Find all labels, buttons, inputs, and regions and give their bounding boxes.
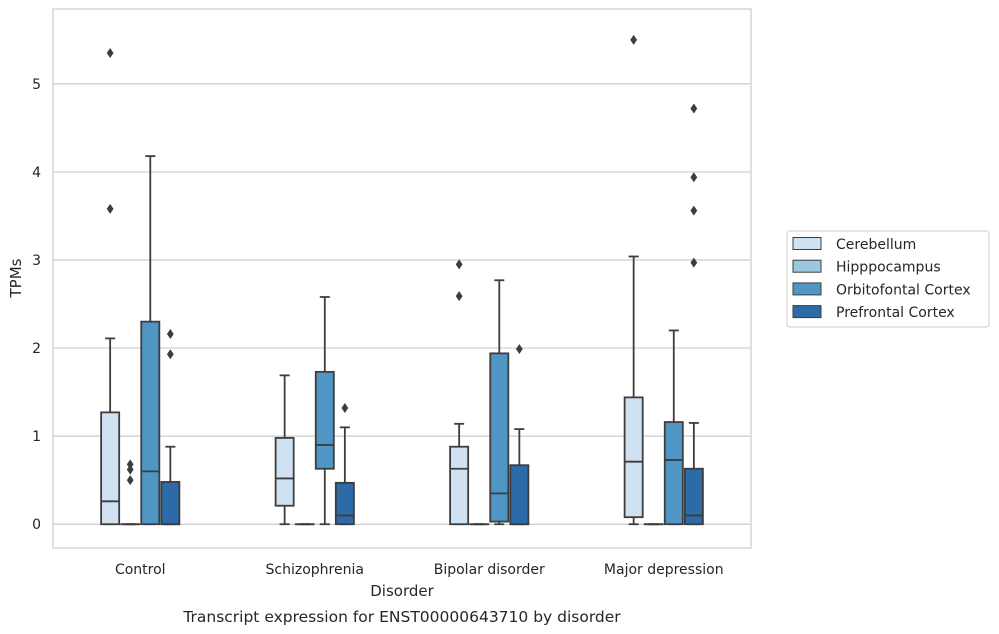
box-bipolar-disorder-orbitofontal-cortex — [489, 279, 510, 526]
x-tick-label-bipolar-disorder: Bipolar disorder — [434, 562, 545, 578]
box-major-depression-prefrontal-cortex — [683, 103, 704, 526]
legend-frame — [786, 230, 990, 328]
box-body — [683, 467, 704, 526]
box-schizophrenia-orbitofontal-cortex — [314, 296, 335, 526]
box-major-depression-orbitofontal-cortex — [663, 329, 684, 526]
box-bipolar-disorder-prefrontal-cortex — [509, 343, 530, 526]
boxes — [100, 34, 704, 526]
outlier-point — [106, 203, 114, 214]
outlier-point — [630, 34, 638, 45]
box-body — [449, 445, 470, 526]
box-control-prefrontal-cortex — [160, 328, 181, 526]
box-schizophrenia-prefrontal-cortex — [334, 402, 355, 526]
legend-item-hipppocampus: Hipppocampus — [792, 259, 941, 276]
y-tick-label-2: 2 — [32, 341, 41, 357]
y-tick-label-4: 4 — [32, 165, 41, 181]
outlier-point — [690, 172, 698, 183]
box-major-depression-cerebellum — [623, 34, 644, 526]
outlier-point — [126, 464, 134, 475]
legend-label: Orbitofontal Cortex — [836, 282, 971, 298]
box-body — [100, 411, 121, 526]
x-tick-label-major-depression: Major depression — [604, 562, 724, 578]
outlier-point — [106, 48, 114, 59]
plot-area-frame — [52, 8, 752, 549]
y-axis-label: TPMs — [7, 258, 25, 298]
y-tick-label-5: 5 — [32, 77, 41, 93]
outlier-point — [690, 205, 698, 216]
box-body — [489, 352, 510, 523]
box-schizophrenia-cerebellum — [274, 374, 295, 526]
outlier-point — [341, 402, 349, 413]
box-body — [509, 464, 530, 526]
outlier-point — [126, 475, 134, 486]
legend-swatch — [792, 282, 822, 296]
outlier-point — [455, 259, 463, 270]
outlier-point — [166, 328, 174, 339]
y-tick-label-3: 3 — [32, 253, 41, 269]
box-body — [140, 320, 161, 526]
legend-item-cerebellum: Cerebellum — [792, 237, 916, 253]
y-tick-label-0: 0 — [32, 517, 41, 533]
box-body — [160, 481, 181, 526]
chart-caption: Transcript expression for ENST0000064371… — [182, 608, 621, 626]
box-control-hipppocampus — [120, 459, 141, 526]
box-body — [314, 370, 335, 470]
x-axis-label: Disorder — [370, 582, 434, 600]
legend-swatch — [792, 237, 822, 250]
box-body — [274, 437, 295, 507]
box-body — [623, 396, 644, 519]
box-body — [334, 481, 355, 526]
legend: Cerebellum Hipppocampus Orbitofontal Corte… — [786, 230, 990, 328]
legend-swatch — [792, 305, 822, 319]
outlier-point — [690, 103, 698, 114]
box-control-orbitofontal-cortex — [140, 155, 161, 526]
outlier-point — [515, 343, 523, 354]
legend-item-orbitofontal-cortex: Orbitofontal Cortex — [792, 282, 971, 298]
x-tick-label-control: Control — [115, 562, 166, 578]
box-bipolar-disorder-cerebellum — [449, 259, 470, 526]
outlier-point — [455, 291, 463, 302]
outlier-point — [690, 257, 698, 268]
legend-swatch — [792, 259, 822, 273]
outlier-point — [126, 459, 134, 470]
x-tick-label-schizophrenia: Schizophrenia — [266, 562, 364, 578]
y-tick-label-1: 1 — [32, 429, 41, 445]
legend-item-prefrontal-cortex: Prefrontal Cortex — [792, 305, 955, 321]
legend-label: Hipppocampus — [836, 260, 941, 276]
tick-labels: 0 1 2 3 4 5 Control Schizophrenia Bipolar disord… — [32, 77, 724, 578]
box-body — [663, 421, 684, 526]
legend-label: Cerebellum — [836, 237, 916, 253]
legend-label: Prefrontal Cortex — [836, 305, 955, 321]
box-control-cerebellum — [100, 48, 121, 526]
outlier-point — [166, 349, 174, 360]
